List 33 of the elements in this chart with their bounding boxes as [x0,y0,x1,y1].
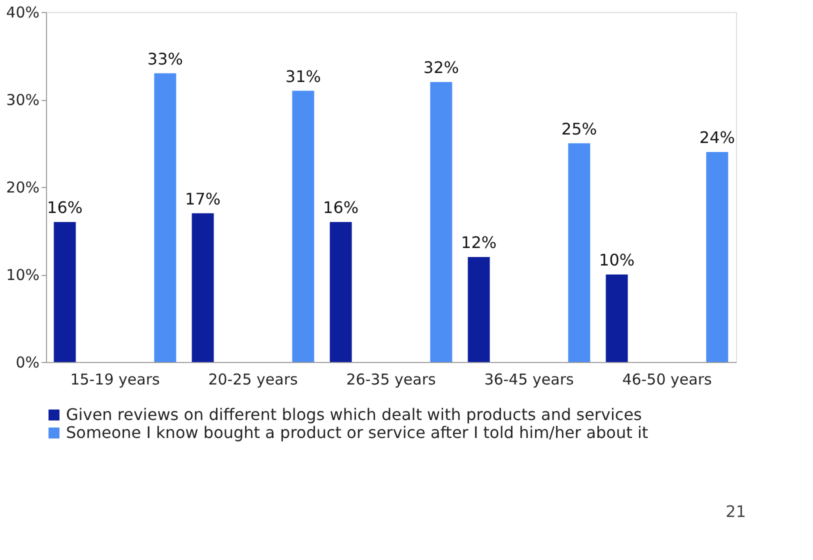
x-tick-label: 46-50 years [622,370,712,388]
bar [568,143,590,362]
x-tick-label: 15-19 years [70,370,160,388]
data-label: 31% [285,66,321,86]
x-tick-label: 26-35 years [346,370,436,388]
y-tick-label: 20% [6,178,40,196]
bar [606,274,628,362]
data-label: 25% [561,119,597,138]
bar [292,90,314,362]
y-tick-label: 40% [6,4,40,22]
bar [330,222,352,362]
bar [192,213,214,362]
data-label: 33% [147,49,183,68]
bar [154,73,176,362]
data-label: 32% [423,58,459,77]
y-tick-label: 0% [16,354,40,372]
data-label: 17% [185,189,221,208]
legend-label: Someone I know bought a product or service after I told him/her about it [66,423,648,442]
data-label: 16% [323,198,359,217]
data-label: 12% [461,233,497,252]
y-tick-label: 10% [6,266,40,284]
legend-label: Given reviews on different blogs which dealt with products and services [66,405,642,424]
bar [54,222,76,362]
text: 21 [726,502,746,521]
bar [430,82,452,362]
data-label: 16% [47,198,83,217]
x-tick-label: 36-45 years [484,370,574,388]
bar [706,152,728,362]
x-tick-label: 20-25 years [208,370,298,388]
data-label: 24% [699,128,735,147]
bar [468,257,490,362]
y-tick-label: 30% [6,91,40,109]
data-label: 10% [599,250,635,270]
